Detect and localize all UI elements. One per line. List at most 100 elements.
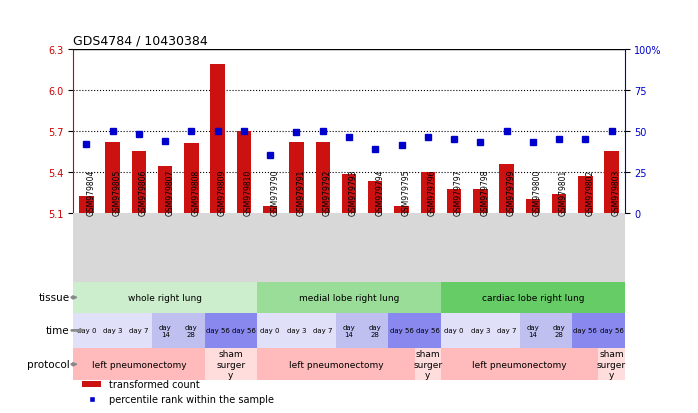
Bar [178, 313, 205, 349]
Text: day
14: day 14 [343, 324, 355, 337]
Bar [126, 313, 152, 349]
Text: GSM979810: GSM979810 [244, 169, 253, 215]
Text: GSM979802: GSM979802 [586, 169, 594, 215]
Text: GSM979805: GSM979805 [112, 169, 121, 215]
Text: day 56: day 56 [389, 328, 413, 334]
Bar [421, 172, 435, 213]
Bar [100, 313, 126, 349]
Text: day
14: day 14 [159, 324, 172, 337]
Text: sham
surger
y: sham surger y [597, 349, 626, 379]
Text: day
28: day 28 [553, 324, 565, 337]
Bar [467, 313, 493, 349]
Bar [237, 131, 251, 213]
Text: sham
surger
y: sham surger y [413, 349, 443, 379]
Text: left pneumonectomy: left pneumonectomy [91, 360, 186, 369]
Bar [289, 142, 304, 213]
Bar [342, 175, 356, 213]
Bar [598, 313, 625, 349]
Text: GSM979797: GSM979797 [454, 169, 463, 215]
Text: day 0: day 0 [445, 328, 463, 334]
Text: GDS4784 / 10430384: GDS4784 / 10430384 [73, 35, 208, 47]
Bar [79, 197, 94, 213]
Bar [205, 313, 231, 349]
Text: GSM979794: GSM979794 [376, 169, 385, 215]
Bar [499, 164, 514, 213]
Text: sham
surger
y: sham surger y [216, 349, 246, 379]
Text: protocol: protocol [27, 359, 70, 369]
Text: GSM979806: GSM979806 [139, 169, 148, 215]
Bar [473, 190, 487, 213]
Text: day 3: day 3 [470, 328, 490, 334]
Bar [132, 152, 146, 213]
Bar [572, 313, 598, 349]
Text: day 56: day 56 [600, 328, 623, 334]
Text: day 7: day 7 [497, 328, 517, 334]
Text: day
14: day 14 [526, 324, 539, 337]
Bar [578, 176, 593, 213]
Text: GSM979808: GSM979808 [191, 169, 200, 215]
Text: day 56: day 56 [573, 328, 597, 334]
Text: day 56: day 56 [232, 328, 256, 334]
Text: GSM979801: GSM979801 [559, 169, 568, 215]
Bar [310, 313, 336, 349]
Bar [598, 349, 625, 380]
Bar [105, 142, 120, 213]
Text: GSM979790: GSM979790 [270, 169, 279, 215]
Bar [73, 282, 257, 313]
Bar [368, 182, 383, 213]
Text: day 7: day 7 [313, 328, 332, 334]
Text: GSM979803: GSM979803 [611, 169, 621, 215]
Bar [441, 313, 467, 349]
Text: day 7: day 7 [129, 328, 149, 334]
Bar [73, 313, 100, 349]
Bar [152, 313, 178, 349]
Bar [526, 199, 540, 213]
Bar [184, 144, 199, 213]
Text: day 0: day 0 [77, 328, 96, 334]
Legend: transformed count, percentile rank within the sample: transformed count, percentile rank withi… [78, 375, 278, 408]
Bar [447, 190, 461, 213]
Bar [257, 282, 441, 313]
Bar [158, 167, 172, 213]
Text: tissue: tissue [38, 293, 70, 303]
Bar [362, 313, 388, 349]
Text: time: time [46, 325, 70, 336]
Text: GSM979793: GSM979793 [349, 169, 358, 215]
Text: GSM979799: GSM979799 [507, 169, 516, 215]
Bar [315, 142, 330, 213]
Text: day 3: day 3 [287, 328, 306, 334]
Text: GSM979798: GSM979798 [480, 169, 489, 215]
Text: whole right lung: whole right lung [128, 293, 202, 302]
Bar [257, 313, 283, 349]
Bar [73, 349, 205, 380]
Text: day 56: day 56 [416, 328, 440, 334]
Text: day 56: day 56 [206, 328, 230, 334]
Text: GSM979804: GSM979804 [87, 169, 96, 215]
Bar [257, 349, 415, 380]
Text: day 3: day 3 [103, 328, 122, 334]
Bar [493, 313, 520, 349]
Bar [520, 313, 546, 349]
Text: medial lobe right lung: medial lobe right lung [299, 293, 399, 302]
Bar [394, 206, 409, 213]
Text: left pneumonectomy: left pneumonectomy [473, 360, 567, 369]
Text: GSM979796: GSM979796 [428, 169, 437, 215]
Bar [441, 282, 625, 313]
Text: GSM979795: GSM979795 [401, 169, 410, 215]
Bar [205, 349, 257, 380]
Bar [283, 313, 310, 349]
Bar [441, 349, 598, 380]
Text: cardiac lobe right lung: cardiac lobe right lung [482, 293, 584, 302]
Bar [552, 194, 566, 213]
Bar [336, 313, 362, 349]
Text: day
28: day 28 [185, 324, 198, 337]
Bar [415, 313, 441, 349]
Text: day 0: day 0 [260, 328, 280, 334]
Bar [211, 64, 225, 213]
Text: GSM979792: GSM979792 [322, 169, 332, 215]
Bar [604, 152, 619, 213]
Text: GSM979807: GSM979807 [165, 169, 174, 215]
Bar [415, 349, 441, 380]
Text: GSM979800: GSM979800 [533, 169, 542, 215]
Bar [231, 313, 257, 349]
